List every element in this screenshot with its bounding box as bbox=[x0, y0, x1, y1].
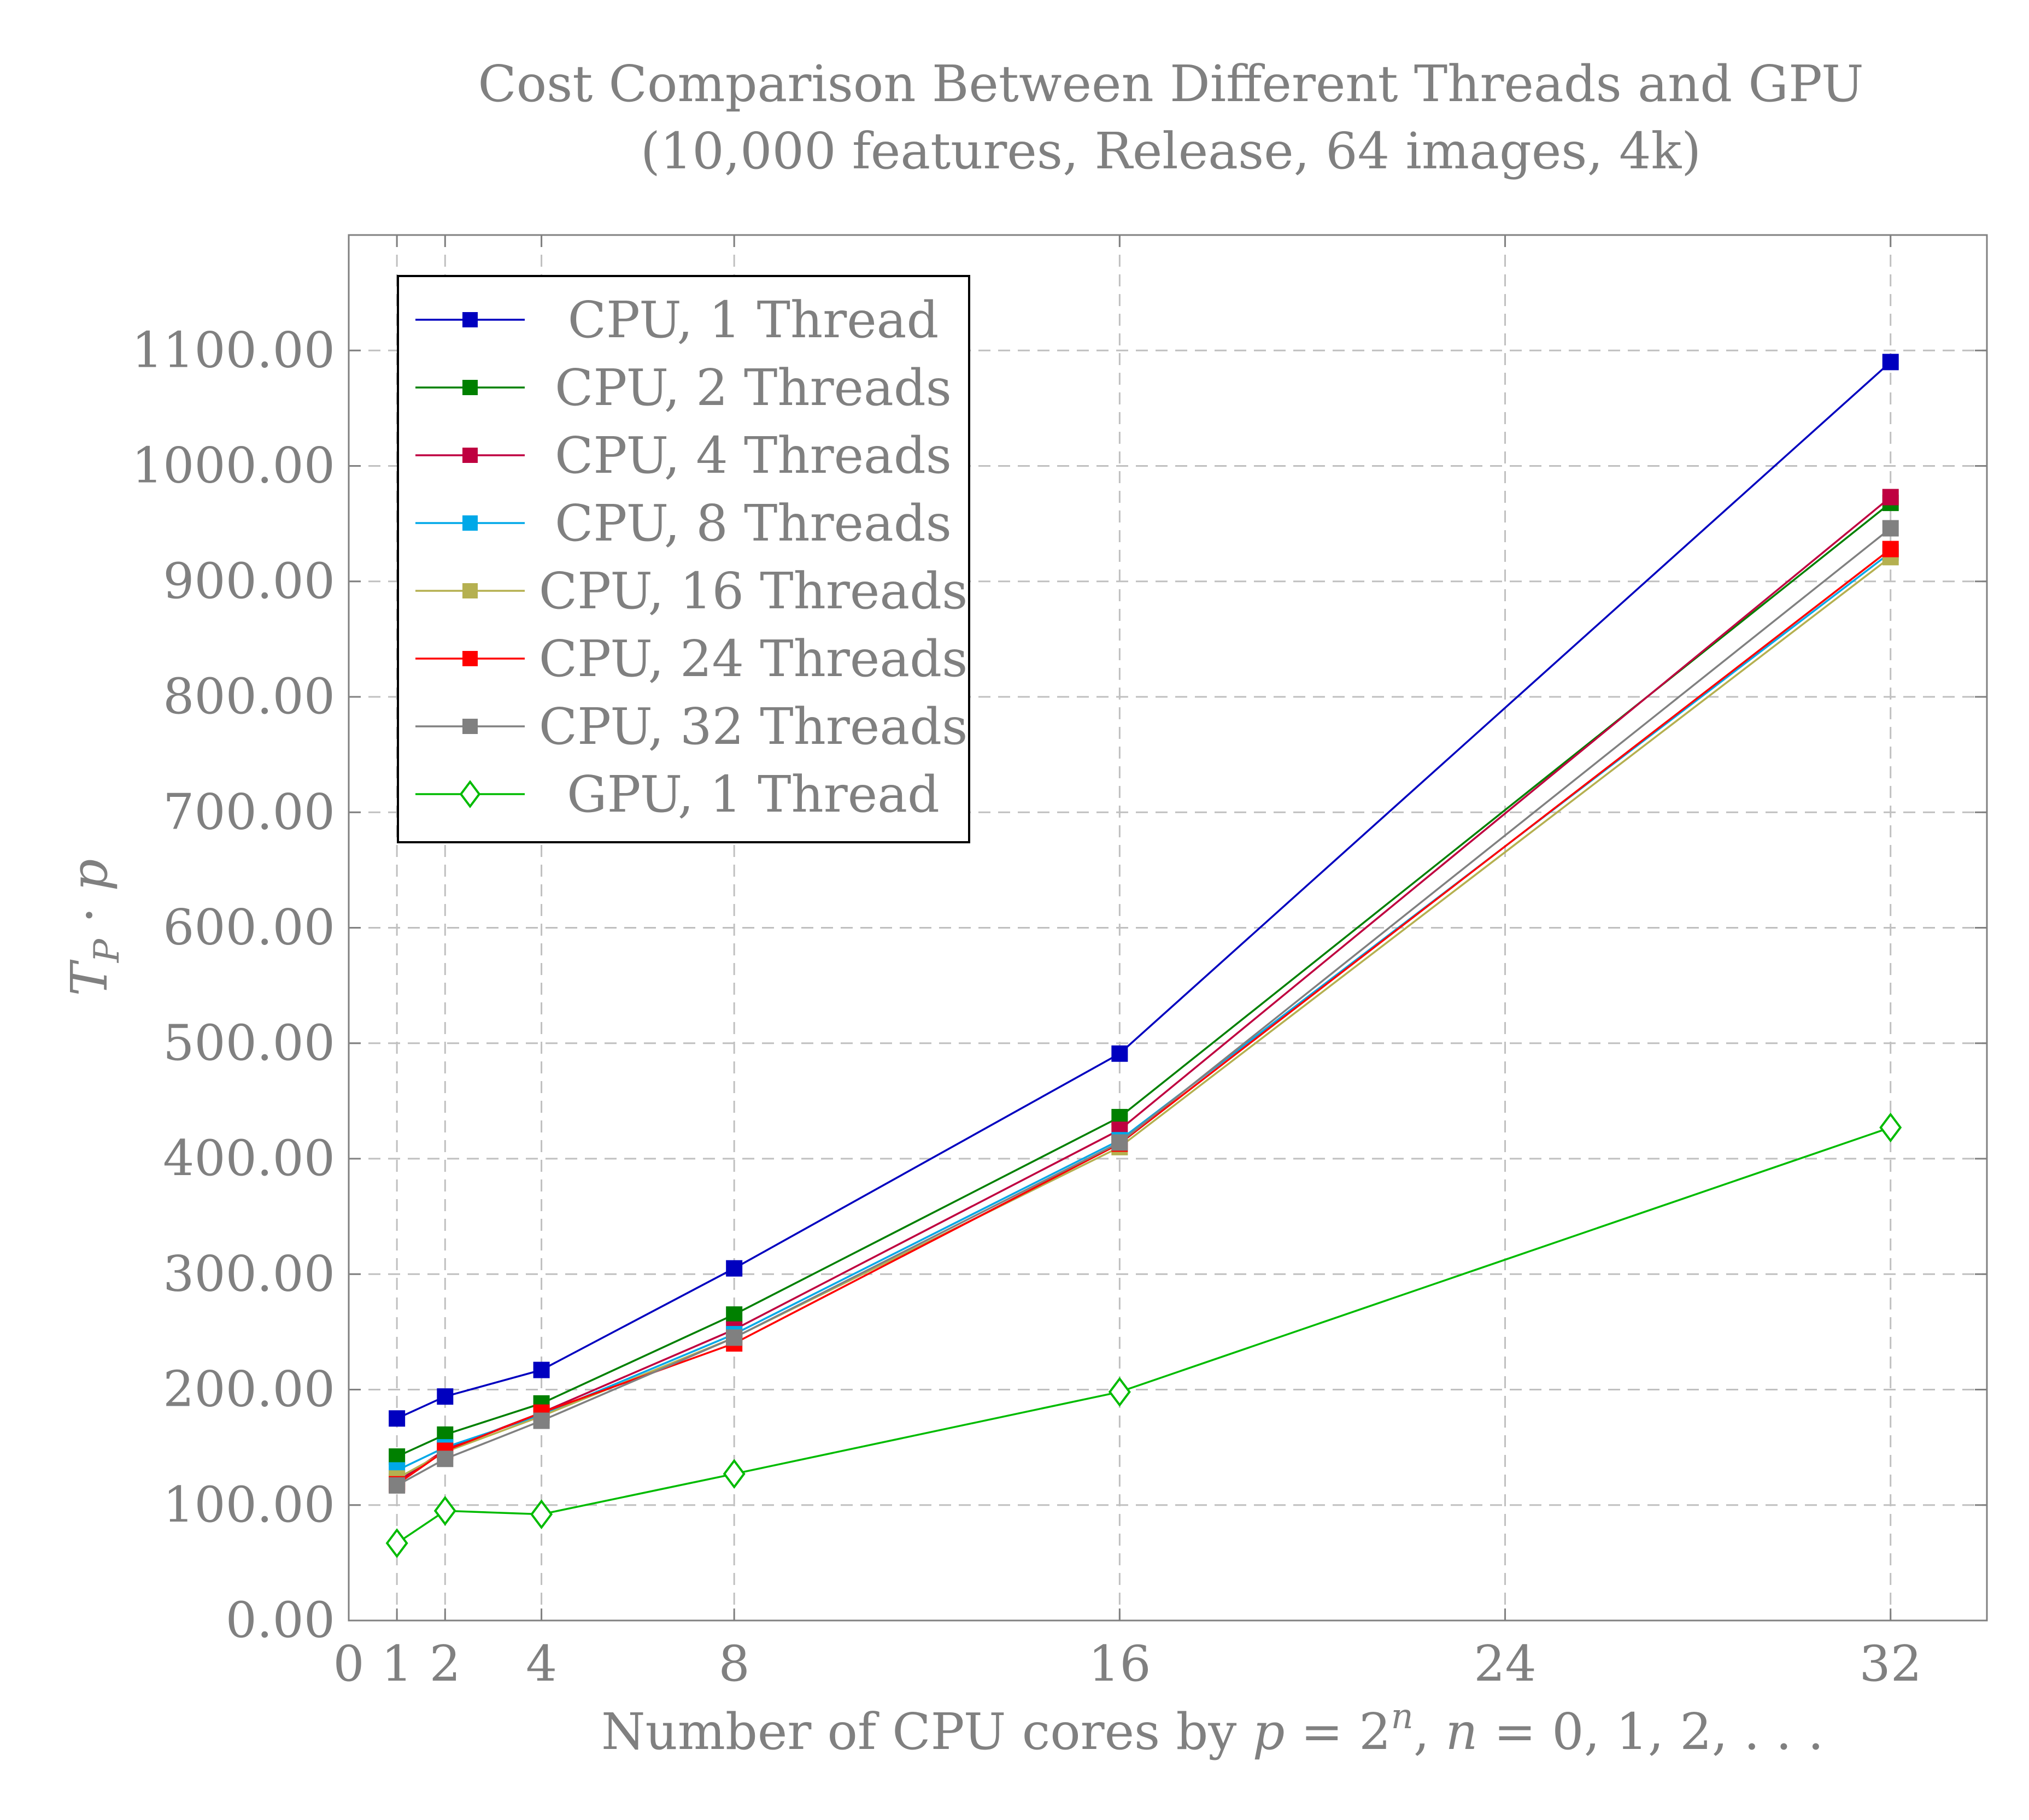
x-tick-label: 2 bbox=[430, 1635, 461, 1693]
series bbox=[385, 1112, 1902, 1558]
legend-entry: CPU, 16 Threads bbox=[415, 562, 967, 620]
grid bbox=[349, 235, 1987, 1621]
data-point-marker bbox=[462, 651, 478, 666]
y-tick-label: 1100.00 bbox=[132, 321, 335, 379]
x-tick-label: 1 bbox=[382, 1635, 413, 1693]
svg-text:TP · p: TP · p bbox=[60, 859, 127, 996]
y-tick-label: 500.00 bbox=[163, 1014, 335, 1072]
legend-label: CPU, 2 Threads bbox=[555, 359, 952, 417]
data-point-marker bbox=[1882, 354, 1899, 371]
data-point-marker bbox=[1882, 541, 1899, 557]
data-point-marker bbox=[437, 1388, 454, 1405]
data-point-marker bbox=[462, 515, 478, 531]
data-point-marker bbox=[1111, 1045, 1128, 1062]
x-axis-label: Number of CPU cores by p = 2n, n = 0, 1,… bbox=[601, 1696, 1823, 1761]
legend-label: CPU, 1 Thread bbox=[568, 291, 939, 349]
y-tick-label: 800.00 bbox=[163, 668, 335, 725]
y-tick-label: 200.00 bbox=[163, 1361, 335, 1418]
data-point-marker bbox=[462, 583, 478, 598]
data-point-marker bbox=[389, 1448, 406, 1465]
data-point-marker bbox=[530, 1499, 553, 1529]
legend-label: CPU, 16 Threads bbox=[539, 562, 968, 620]
chart-subtitle: (10,000 features, Release, 64 images, 4k… bbox=[641, 122, 1701, 180]
y-tick-label: 400.00 bbox=[163, 1130, 335, 1187]
data-point-marker bbox=[389, 1477, 406, 1494]
legend-label: CPU, 24 Threads bbox=[539, 630, 968, 688]
legend-label: CPU, 32 Threads bbox=[539, 697, 968, 756]
legend-entry: CPU, 1 Thread bbox=[415, 291, 939, 349]
series bbox=[389, 354, 1899, 1427]
legend-entry: CPU, 24 Threads bbox=[415, 630, 967, 688]
data-point-marker bbox=[533, 1361, 550, 1378]
data-point-marker bbox=[389, 1410, 406, 1427]
axis-ticks: 0.00 100.00 200.00 300.00 400.00 500.00 600.00… bbox=[132, 235, 1987, 1693]
y-tick-label: 100.00 bbox=[163, 1476, 335, 1534]
series-group bbox=[385, 354, 1902, 1558]
y-axis-label: TP · p bbox=[60, 859, 127, 996]
series bbox=[389, 520, 1899, 1494]
legend-label: GPU, 1 Thread bbox=[567, 765, 940, 824]
series-line bbox=[396, 1126, 1891, 1544]
data-point-marker bbox=[462, 312, 478, 327]
legend-label: CPU, 4 Threads bbox=[555, 426, 952, 485]
data-point-marker bbox=[1879, 1112, 1902, 1143]
x-tick-label: 4 bbox=[526, 1635, 557, 1693]
data-point-marker bbox=[433, 1495, 456, 1526]
legend-label: CPU, 8 Threads bbox=[555, 494, 952, 553]
data-point-marker bbox=[1882, 489, 1899, 506]
data-point-marker bbox=[462, 380, 478, 395]
data-point-marker bbox=[726, 1329, 743, 1346]
data-point-marker bbox=[726, 1260, 743, 1277]
data-point-marker bbox=[437, 1451, 454, 1467]
legend-entry: CPU, 4 Threads bbox=[415, 426, 952, 485]
x-tick-label: 16 bbox=[1088, 1635, 1151, 1693]
y-tick-label: 600.00 bbox=[163, 899, 335, 956]
data-point-marker bbox=[1111, 1134, 1128, 1151]
legend-entry: GPU, 1 Thread bbox=[415, 765, 940, 824]
y-tick-label: 1000.00 bbox=[132, 437, 335, 495]
data-point-marker bbox=[459, 780, 481, 808]
legend-entry: CPU, 2 Threads bbox=[415, 359, 952, 417]
legend-entry: CPU, 32 Threads bbox=[415, 697, 967, 756]
x-tick-label: 0 bbox=[333, 1635, 364, 1693]
data-point-marker bbox=[1108, 1377, 1131, 1407]
data-point-marker bbox=[1882, 520, 1899, 537]
data-point-marker bbox=[723, 1459, 746, 1489]
x-tick-label: 24 bbox=[1474, 1635, 1537, 1693]
chart-title: Cost Comparison Between Different Thread… bbox=[478, 55, 1863, 113]
x-tick-label: 8 bbox=[719, 1635, 750, 1693]
legend-entry: CPU, 8 Threads bbox=[415, 494, 952, 553]
data-point-marker bbox=[462, 448, 478, 463]
y-tick-label: 300.00 bbox=[163, 1245, 335, 1302]
legend-box bbox=[397, 275, 970, 843]
svg-text:Number of CPU cores by p = 2n,: Number of CPU cores by p = 2n, n = 0, 1,… bbox=[601, 1696, 1823, 1761]
legend: CPU, 1 Thread CPU, 2 Threads CPU, 4 Thread… bbox=[397, 275, 970, 843]
data-point-marker bbox=[462, 719, 478, 734]
data-point-marker bbox=[385, 1528, 408, 1558]
y-tick-label: 700.00 bbox=[163, 783, 335, 841]
y-tick-label: 0.00 bbox=[226, 1592, 335, 1649]
data-point-marker bbox=[726, 1306, 743, 1323]
x-tick-label: 32 bbox=[1859, 1635, 1922, 1693]
data-point-marker bbox=[533, 1412, 550, 1429]
y-tick-label: 900.00 bbox=[163, 553, 335, 610]
